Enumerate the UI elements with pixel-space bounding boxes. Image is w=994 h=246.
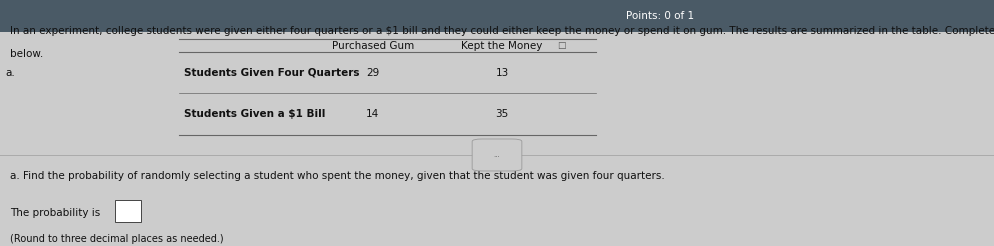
Text: Students Given Four Quarters: Students Given Four Quarters — [184, 68, 360, 77]
Text: In an experiment, college students were given either four quarters or a $1 bill : In an experiment, college students were … — [10, 26, 994, 36]
Text: □: □ — [557, 41, 566, 50]
Text: 14: 14 — [366, 109, 380, 119]
Text: below.: below. — [10, 49, 43, 59]
Text: Points: 0 of 1: Points: 0 of 1 — [626, 11, 695, 21]
Text: ...: ... — [494, 152, 500, 158]
Text: a.: a. — [5, 68, 15, 77]
FancyBboxPatch shape — [115, 200, 141, 222]
Text: (Round to three decimal places as needed.): (Round to three decimal places as needed… — [10, 234, 224, 244]
Text: 13: 13 — [495, 68, 509, 77]
Text: Purchased Gum: Purchased Gum — [332, 41, 414, 50]
Text: 35: 35 — [495, 109, 509, 119]
FancyBboxPatch shape — [0, 0, 994, 32]
Text: Kept the Money: Kept the Money — [461, 41, 543, 50]
Text: The probability is: The probability is — [10, 208, 100, 218]
Text: Students Given a $1 Bill: Students Given a $1 Bill — [184, 109, 325, 119]
Text: a. Find the probability of randomly selecting a student who spent the money, giv: a. Find the probability of randomly sele… — [10, 171, 665, 181]
Text: 29: 29 — [366, 68, 380, 77]
FancyBboxPatch shape — [472, 139, 522, 171]
